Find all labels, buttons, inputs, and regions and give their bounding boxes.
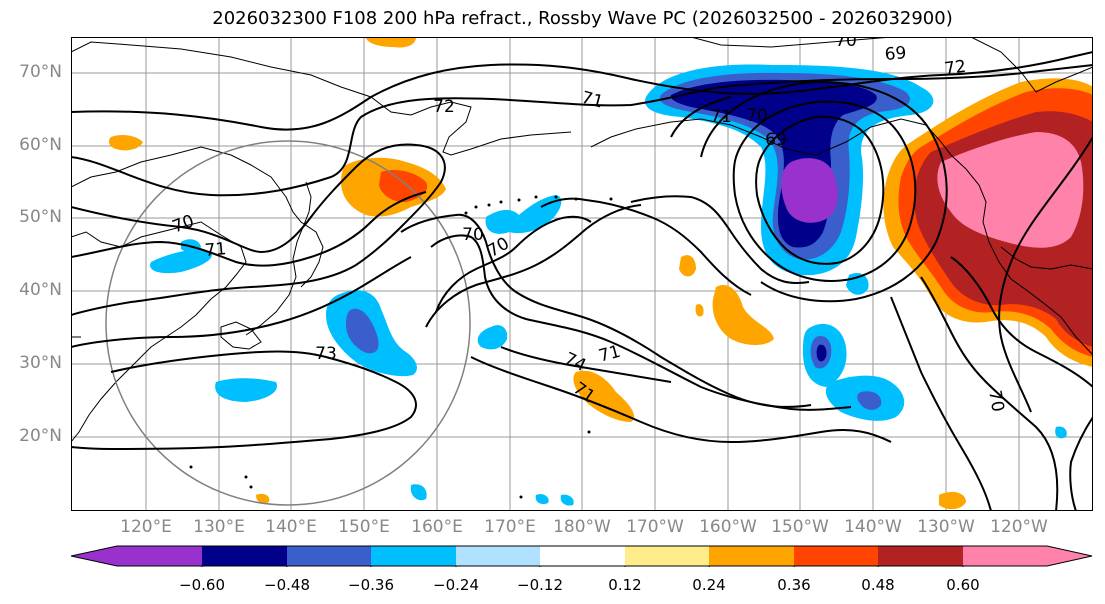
lon-label: 180°W [553,517,611,537]
colorbar-segment [71,546,202,566]
map-panel: 70 71 72 71 72 70 69 70 71 69 70 70 73 7… [71,37,1093,511]
contour-label: 70 [746,106,768,126]
colorbar-segment [625,546,709,566]
contour-label: 70 [984,389,1007,414]
lon-label: 140°E [265,517,317,537]
colorbar-tick-label: 0.36 [777,576,811,594]
colorbar-tick-label: −0.48 [264,576,310,594]
colorbar-tick-label: 0.12 [608,576,642,594]
chart-title: 2026032300 F108 200 hPa refract., Rossby… [212,8,953,29]
contour-label: 69 [765,130,787,150]
lon-label: 160°E [411,517,463,537]
colorbar-tick-label: 0.24 [692,576,726,594]
colorbar-segment [709,546,794,566]
positive-anomaly-shading [108,37,1093,510]
contour-label: 71 [204,239,227,261]
lat-label: 50°N [19,207,62,227]
reference-circle [105,140,471,506]
islands [189,195,613,499]
colorbar-tick-label: 0.48 [861,576,895,594]
colorbar [71,545,1093,567]
colorbar-segment [287,546,371,566]
lon-label: 160°W [699,517,757,537]
colorbar-segment [540,546,625,566]
lon-label: 140°W [844,517,902,537]
colorbar-segment [202,546,287,566]
contour-label: 69 [884,43,907,65]
lat-label: 30°N [19,353,62,373]
contour-label: 71 [710,107,732,127]
lon-label: 120°E [120,517,172,537]
coastlines [71,37,1093,443]
lon-label: 150°W [771,517,829,537]
lon-label: 170°W [626,517,684,537]
lon-label: 120°W [990,517,1048,537]
colorbar-tick-label: −0.60 [179,576,225,594]
colorbar-tick-label: −0.12 [517,576,563,594]
contour-label: 70 [462,225,484,245]
colorbar-segment [878,546,963,566]
lon-label: 130°E [193,517,245,537]
lat-label: 70°N [19,62,62,82]
lon-label: 130°W [917,517,975,537]
colorbar-segment [371,546,456,566]
lon-label: 150°E [338,517,390,537]
colorbar-tick-label: −0.24 [433,576,479,594]
contour-label: 72 [433,97,455,117]
colorbar-segment [794,546,878,566]
lat-label: 20°N [19,426,62,446]
contour-label-group: 70 71 72 71 72 70 69 70 71 69 70 70 73 7… [170,37,1008,414]
contour-label: 73 [315,344,337,364]
lon-label: 170°E [484,517,536,537]
colorbar-segment [963,546,1092,566]
colorbar-tick-label: 0.60 [946,576,980,594]
lat-label: 40°N [19,280,62,300]
lat-label: 60°N [19,135,62,155]
colorbar-tick-label: −0.36 [348,576,394,594]
negative-anomaly-shading [150,64,1093,506]
refractivity-contours [71,51,1093,511]
colorbar-segment [456,546,540,566]
contour-label: 72 [943,57,967,80]
contour-label: 70 [835,37,857,51]
